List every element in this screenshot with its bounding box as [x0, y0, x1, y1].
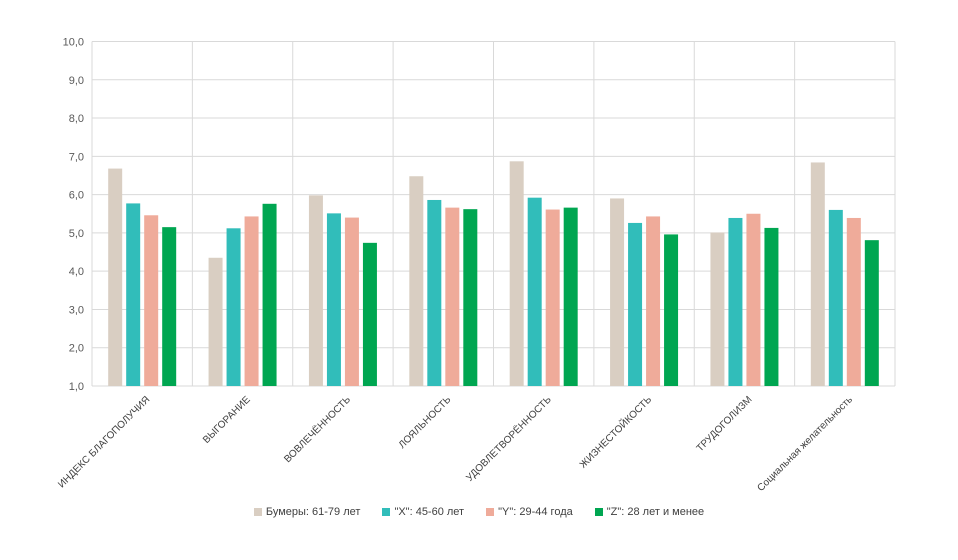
y-tick-label: 8,0 [69, 113, 84, 125]
bar [362, 242, 377, 386]
bar [746, 213, 761, 386]
x-tick-label: ЖИЗНЕСТОЙКОСТЬ [576, 393, 654, 471]
y-tick-label: 5,0 [69, 228, 84, 240]
bar [646, 216, 661, 386]
bar [864, 240, 879, 386]
x-axis: ИНДЕКС БЛАГОПОЛУЧИЯ ВЫГОРАНИЕ ВОВЛЕЧЁННОСТ… [56, 393, 855, 494]
legend-swatch [594, 508, 603, 516]
x-tick-label: Социальная желательность [755, 394, 854, 493]
bar [545, 209, 560, 386]
bar [144, 215, 159, 386]
x-tick-label: ИНДЕКС БЛАГОПОЛУЧИЯ [56, 394, 152, 490]
y-tick-label: 6,0 [69, 190, 84, 202]
bar [527, 197, 542, 386]
bars [108, 161, 879, 386]
bar [810, 162, 825, 386]
bar [610, 198, 625, 386]
legend-item: "X": 45-60 лет [382, 506, 464, 518]
y-axis: 1,0 2,0 3,0 4,0 5,0 6,0 7,0 8,0 9,0 10,0 [63, 37, 84, 394]
x-tick-label: ТРУДОГОЛИЗМ [695, 394, 755, 454]
y-tick-label: 3,0 [69, 304, 84, 316]
bar [563, 207, 578, 386]
x-tick-label: ЛОЯЛЬНОСТЬ [397, 394, 454, 451]
legend-label: Бумеры: 61-79 лет [265, 506, 361, 518]
bar [509, 161, 524, 386]
bar [308, 195, 323, 386]
bar [728, 217, 743, 386]
y-tick-label: 4,0 [69, 266, 84, 278]
y-tick-label: 2,0 [69, 343, 84, 355]
bar [208, 257, 223, 386]
bar [664, 234, 679, 386]
bar [244, 216, 259, 386]
bar [108, 168, 123, 386]
bar [628, 222, 643, 386]
bar [445, 207, 460, 386]
bar [764, 227, 779, 386]
x-tick-label: УДОВЛЕТВОРЁННОСТЬ [464, 393, 555, 484]
legend-label: "Z": 28 лет и менее [606, 506, 705, 518]
legend-swatch [486, 508, 495, 516]
bar [463, 209, 478, 386]
legend-item: "Y": 29-44 года [486, 506, 573, 518]
x-tick-label: ВОВЛЕЧЁННОСТЬ [282, 393, 354, 465]
y-tick-label: 9,0 [69, 75, 84, 87]
bar [344, 217, 359, 386]
legend-swatch [382, 508, 391, 516]
gridlines [91, 41, 896, 387]
bar [162, 227, 177, 386]
legend-item: Бумеры: 61-79 лет [253, 506, 361, 518]
bar [126, 203, 141, 386]
legend-item: "Z": 28 лет и менее [594, 506, 705, 518]
bar [828, 209, 843, 386]
y-tick-label: 10,0 [63, 37, 84, 49]
bar [262, 203, 277, 386]
bar [326, 213, 341, 386]
legend-label: "Y": 29-44 года [498, 506, 573, 518]
legend-label: "X": 45-60 лет [394, 506, 465, 518]
x-tick-label: ВЫГОРАНИЕ [201, 394, 253, 446]
bar [427, 199, 442, 386]
bar [710, 232, 725, 386]
legend: Бумеры: 61-79 лет "X": 45-60 лет "Y": 29-4… [0, 506, 958, 518]
bar [409, 176, 424, 386]
bar [226, 228, 241, 386]
y-tick-label: 7,0 [69, 151, 84, 163]
bar [846, 217, 861, 386]
legend-swatch [253, 508, 262, 516]
y-tick-label: 1,0 [69, 381, 84, 393]
